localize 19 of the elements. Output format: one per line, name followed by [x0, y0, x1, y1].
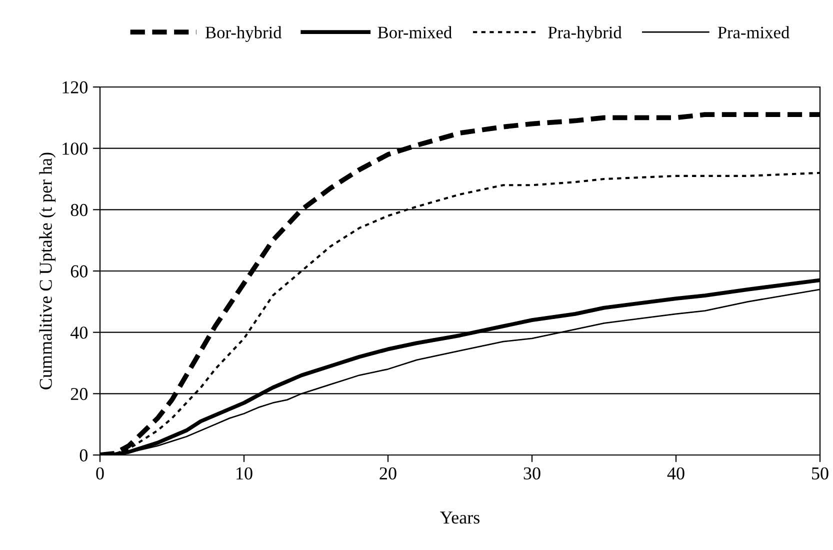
y-tick-label: 120 [62, 81, 88, 94]
y-axis-title: Cummalitive C Uptake (t per ha) [39, 152, 56, 390]
legend-label: Pra-mixed [718, 26, 790, 38]
x-tick-label: 30 [524, 467, 540, 480]
legend-label: Bor-hybrid [205, 26, 282, 42]
x-tick-label: 10 [236, 467, 252, 480]
y-tick-label: 0 [80, 449, 88, 462]
legend-label: Bor-mixed [378, 26, 452, 38]
x-tick-label: 40 [667, 467, 684, 480]
x-axis-title: Years [440, 512, 480, 524]
x-tick-label: 50 [812, 467, 828, 480]
y-tick-label: 100 [62, 142, 88, 155]
y-tick-label: 80 [70, 204, 88, 216]
legend-label: Pra-hybrid [548, 26, 622, 42]
y-tick-label: 60 [70, 265, 88, 278]
x-tick-label: 20 [380, 467, 396, 480]
y-tick-label: 20 [70, 388, 88, 400]
x-tick-label: 0 [96, 467, 104, 480]
y-tick-label: 40 [70, 326, 88, 339]
